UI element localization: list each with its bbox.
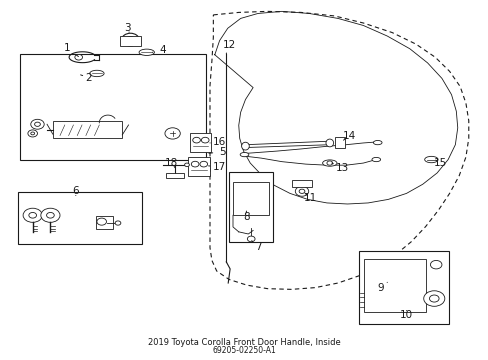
Circle shape xyxy=(423,291,444,306)
Bar xyxy=(53,121,122,138)
Text: 7: 7 xyxy=(251,241,262,252)
Text: 14: 14 xyxy=(342,131,355,141)
Ellipse shape xyxy=(424,156,437,163)
Circle shape xyxy=(192,137,200,143)
Bar xyxy=(232,183,269,215)
Text: 12: 12 xyxy=(222,40,235,54)
Bar xyxy=(20,54,206,159)
Text: 17: 17 xyxy=(208,162,226,172)
Bar xyxy=(292,180,311,187)
Circle shape xyxy=(31,132,35,135)
Text: 4: 4 xyxy=(152,45,166,55)
Ellipse shape xyxy=(322,160,336,166)
Circle shape xyxy=(299,189,304,193)
Text: 3: 3 xyxy=(123,23,130,33)
Circle shape xyxy=(429,260,441,269)
Circle shape xyxy=(97,218,106,225)
Circle shape xyxy=(115,221,121,225)
Text: 8: 8 xyxy=(243,211,249,222)
Bar xyxy=(229,172,273,242)
Circle shape xyxy=(201,137,208,143)
Bar xyxy=(188,157,209,176)
Ellipse shape xyxy=(371,157,380,162)
Text: 5: 5 xyxy=(208,147,226,157)
Bar xyxy=(96,216,113,229)
Circle shape xyxy=(126,36,135,43)
Circle shape xyxy=(41,208,60,222)
Ellipse shape xyxy=(240,153,248,157)
Bar xyxy=(358,251,447,324)
Bar xyxy=(18,192,142,244)
Circle shape xyxy=(184,163,189,167)
Text: 9: 9 xyxy=(377,282,386,293)
Circle shape xyxy=(247,236,255,242)
Text: 11: 11 xyxy=(304,193,317,203)
Circle shape xyxy=(31,119,44,129)
Circle shape xyxy=(35,122,41,126)
Ellipse shape xyxy=(241,142,249,150)
Circle shape xyxy=(200,161,207,167)
Text: 16: 16 xyxy=(209,137,226,147)
Bar xyxy=(334,137,345,148)
Text: 15: 15 xyxy=(432,158,446,168)
Ellipse shape xyxy=(373,140,381,145)
Bar xyxy=(120,36,141,46)
Text: 1: 1 xyxy=(64,43,78,57)
Text: 69205-02250-A1: 69205-02250-A1 xyxy=(212,346,276,355)
Circle shape xyxy=(428,295,438,302)
Circle shape xyxy=(29,212,37,218)
Circle shape xyxy=(46,212,54,218)
Text: 2: 2 xyxy=(81,73,92,83)
Ellipse shape xyxy=(139,49,154,55)
Circle shape xyxy=(164,128,180,139)
Bar xyxy=(364,259,425,312)
Text: 10: 10 xyxy=(399,310,412,320)
Circle shape xyxy=(28,130,38,137)
Text: 6: 6 xyxy=(72,186,79,196)
Circle shape xyxy=(295,186,308,196)
Bar xyxy=(166,173,183,178)
Text: 18: 18 xyxy=(164,158,178,168)
Text: 2019 Toyota Corolla Front Door Handle, Inside: 2019 Toyota Corolla Front Door Handle, I… xyxy=(148,338,340,347)
Circle shape xyxy=(23,208,42,222)
Circle shape xyxy=(191,161,199,167)
Text: 13: 13 xyxy=(331,163,348,173)
Ellipse shape xyxy=(325,139,333,147)
Circle shape xyxy=(326,161,332,165)
Bar xyxy=(189,134,210,152)
Circle shape xyxy=(75,54,82,60)
Ellipse shape xyxy=(89,70,104,77)
Circle shape xyxy=(122,33,139,46)
